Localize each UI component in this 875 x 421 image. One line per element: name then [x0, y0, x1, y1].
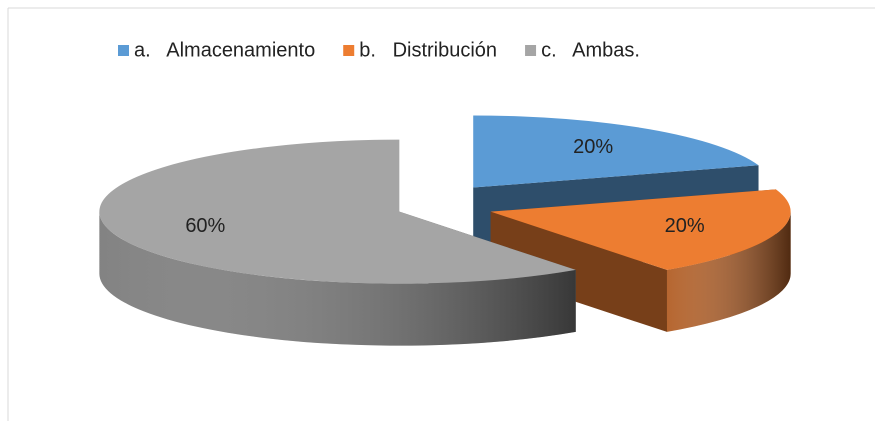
- legend-swatch: [525, 45, 537, 56]
- legend-swatch: [343, 45, 355, 56]
- legend-label: c. Ambas.: [541, 39, 640, 61]
- slice-side: [490, 211, 667, 332]
- legend-swatch: [118, 45, 129, 56]
- data-label: 20%: [573, 136, 613, 158]
- slice-group: [490, 189, 791, 332]
- slice: [490, 189, 791, 270]
- data-label: 60%: [185, 215, 225, 237]
- slice: [473, 115, 759, 188]
- slice-group: [99, 139, 576, 346]
- slice-side-shade: [99, 211, 576, 346]
- slice: [99, 139, 576, 284]
- legend-label: a. Almacenamiento: [134, 39, 315, 61]
- slice-side-shade: [666, 211, 791, 332]
- data-label: 20%: [665, 215, 705, 237]
- legend-label: b. Distribución: [359, 39, 497, 61]
